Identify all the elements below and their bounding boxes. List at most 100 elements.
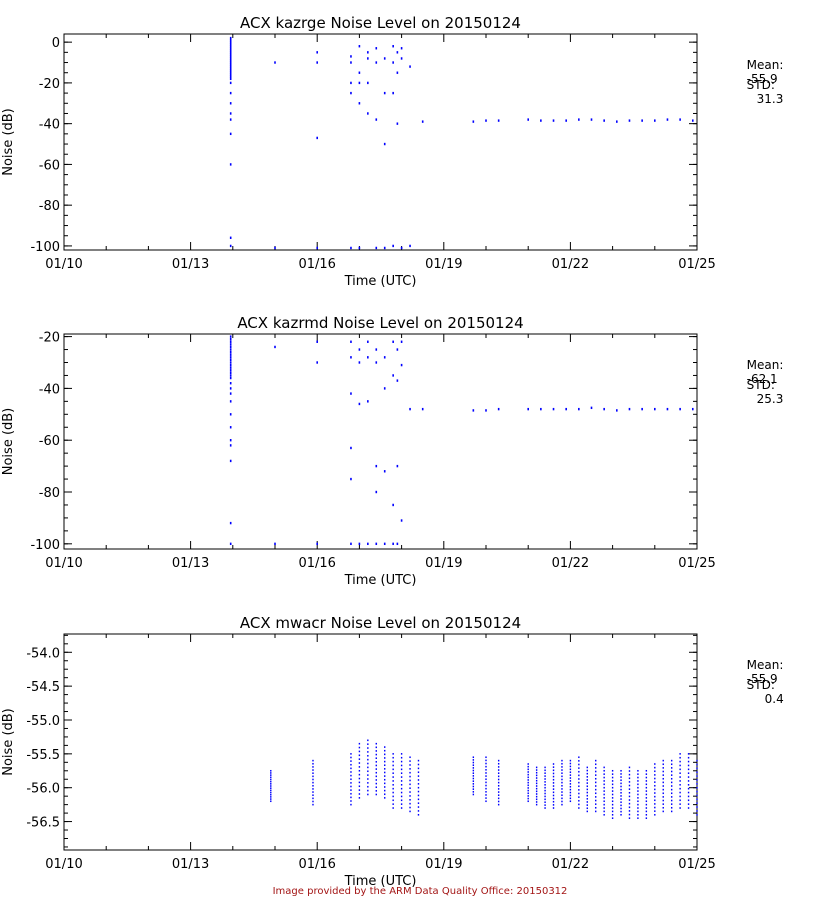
data-point	[274, 61, 276, 64]
data-point	[229, 353, 232, 356]
data-point	[400, 764, 403, 767]
data-point	[229, 376, 232, 380]
y-tick-label: -100	[30, 240, 60, 255]
data-point	[654, 784, 656, 787]
data-point	[270, 785, 272, 787]
data-point	[392, 340, 394, 343]
data-point	[654, 407, 656, 411]
data-point	[654, 766, 656, 769]
data-point	[229, 387, 232, 390]
data-point	[527, 784, 529, 787]
data-point	[358, 746, 361, 749]
data-point	[654, 770, 656, 773]
data-point	[367, 81, 369, 85]
data-point	[578, 789, 580, 791]
data-point	[384, 771, 386, 774]
data-point	[229, 65, 232, 68]
data-point	[616, 409, 618, 412]
mean-value: -55.9	[746, 72, 778, 86]
data-point	[375, 757, 377, 760]
data-point	[409, 760, 411, 762]
data-point	[229, 63, 232, 66]
x-tick-label: 01/25	[678, 556, 715, 571]
data-point	[358, 402, 361, 406]
data-point	[662, 767, 664, 769]
data-point	[603, 783, 605, 786]
data-point	[229, 350, 232, 354]
data-point	[527, 118, 529, 121]
data-point	[358, 81, 361, 85]
data-point	[662, 770, 664, 773]
data-point	[485, 775, 487, 777]
data-point	[645, 813, 648, 816]
data-point	[485, 794, 487, 796]
data-point	[367, 400, 369, 403]
data-point	[485, 791, 487, 793]
data-point	[670, 767, 673, 769]
data-point	[472, 772, 475, 774]
data-point	[595, 781, 597, 784]
data-point	[578, 781, 580, 784]
data-point	[400, 807, 403, 809]
data-point	[472, 775, 475, 777]
data-point	[603, 776, 605, 779]
data-point	[417, 767, 420, 770]
data-point	[367, 57, 369, 60]
data-point	[383, 356, 386, 359]
data-point	[603, 813, 605, 816]
data-point	[392, 799, 394, 802]
data-point	[670, 774, 673, 776]
data-point	[229, 51, 232, 54]
data-point	[586, 782, 588, 784]
data-point	[654, 781, 656, 783]
data-point	[679, 807, 681, 809]
data-point	[485, 769, 487, 771]
data-point	[384, 789, 386, 792]
data-point	[620, 785, 622, 788]
data-point	[229, 42, 232, 46]
data-point	[472, 783, 475, 785]
data-point	[392, 807, 394, 809]
data-point	[569, 788, 572, 791]
data-point	[229, 49, 232, 52]
data-point	[696, 810, 698, 812]
data-point	[611, 813, 614, 816]
data-point	[472, 764, 475, 767]
data-point	[229, 382, 232, 385]
data-point	[409, 787, 411, 789]
data-point	[628, 119, 631, 122]
y-tick-label: -54.0	[26, 646, 60, 661]
data-point	[367, 340, 369, 343]
data-point	[620, 776, 622, 778]
data-point	[229, 75, 232, 78]
data-point	[375, 61, 378, 64]
data-point	[535, 771, 538, 774]
data-point	[497, 769, 500, 771]
data-point	[586, 807, 588, 810]
data-point	[316, 51, 318, 54]
data-point	[229, 337, 232, 341]
data-point	[586, 785, 588, 788]
data-point	[535, 779, 538, 782]
data-point	[569, 800, 572, 803]
data-point	[696, 813, 698, 816]
data-point	[535, 777, 538, 779]
data-point	[375, 775, 377, 778]
data-point	[670, 799, 673, 802]
data-point	[611, 793, 614, 796]
data-point	[620, 788, 622, 791]
data-point	[384, 778, 386, 781]
data-point	[392, 91, 394, 95]
data-point	[687, 795, 690, 798]
data-point	[229, 374, 232, 377]
data-point	[367, 356, 369, 359]
data-point	[595, 774, 597, 776]
data-point	[611, 769, 614, 772]
data-point	[409, 244, 411, 248]
data-point	[409, 771, 411, 774]
data-point	[367, 112, 369, 115]
data-point	[662, 796, 664, 798]
y-tick-label: 0	[52, 36, 60, 51]
y-tick-label: -100	[30, 538, 60, 553]
data-point	[485, 119, 487, 122]
